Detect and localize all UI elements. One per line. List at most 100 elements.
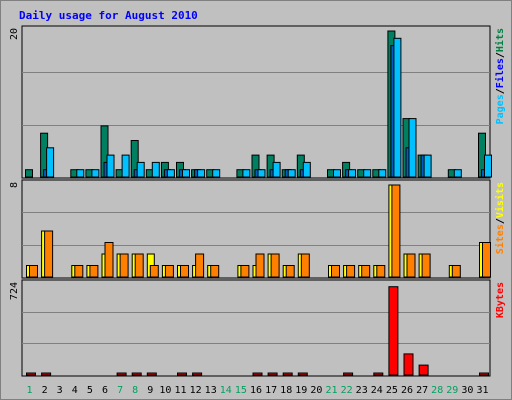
x-tick-label: 18 bbox=[280, 385, 292, 396]
panel-kbytes: 724 KBytes bbox=[9, 279, 506, 377]
panel-background bbox=[21, 279, 491, 377]
bar-sites-day-27 bbox=[421, 253, 431, 278]
x-tick-label: 21 bbox=[325, 385, 337, 396]
x-tick-label: 28 bbox=[431, 385, 443, 396]
bar-sites-day-5 bbox=[89, 265, 99, 278]
bar-pages-day-13 bbox=[212, 169, 221, 178]
panel-legend: Sites/Visits bbox=[494, 182, 506, 254]
bar-kbytes-day-26 bbox=[403, 353, 414, 376]
bar-pages-day-2 bbox=[46, 147, 55, 178]
bar-pages-day-26 bbox=[408, 118, 417, 178]
bar-pages-day-11 bbox=[182, 169, 190, 178]
bar-hits-day-1 bbox=[25, 169, 33, 178]
legend-entry: / bbox=[495, 88, 506, 94]
legend-entry: / bbox=[495, 52, 506, 58]
bar-pages-day-15 bbox=[242, 169, 251, 178]
bar-kbytes-day-2 bbox=[41, 372, 52, 376]
x-axis: 1 2 3 4 5 6 7 8 9 10 11 12 13 14 15 16 17 18 19 20 21 22 23 24 2… bbox=[26, 385, 488, 396]
bar-sites-day-13 bbox=[210, 265, 220, 278]
bar-pages-day-7 bbox=[121, 154, 130, 178]
bar-sites-day-1 bbox=[29, 265, 38, 278]
x-tick-label: 16 bbox=[250, 385, 262, 396]
bar-sites-day-16 bbox=[255, 253, 265, 278]
bar-sites-day-19 bbox=[300, 253, 310, 278]
bar-kbytes-day-31 bbox=[479, 372, 489, 376]
bar-kbytes-day-19 bbox=[297, 372, 308, 376]
bar-sites-day-26 bbox=[406, 253, 416, 278]
legend-entry: KBytes bbox=[495, 282, 506, 318]
x-tick-label: 10 bbox=[159, 385, 171, 396]
panel-visits-sites: 8 Sites/Visits bbox=[9, 179, 506, 279]
bar-kbytes-day-27 bbox=[418, 364, 429, 376]
bar-kbytes-day-1 bbox=[26, 372, 36, 376]
bar-sites-day-15 bbox=[240, 265, 250, 278]
legend-entry: Sites bbox=[494, 224, 506, 254]
x-tick-label: 14 bbox=[220, 385, 232, 396]
legend-entry: / bbox=[495, 218, 506, 224]
chart-title: Daily usage for August 2010 bbox=[19, 9, 198, 22]
panel-legend: Pages/Files/Hits bbox=[494, 28, 506, 124]
bar-sites-day-31 bbox=[482, 242, 491, 278]
x-tick-label: 3 bbox=[57, 385, 63, 396]
bar-pages-day-19 bbox=[302, 161, 311, 178]
x-tick-label: 4 bbox=[72, 385, 78, 396]
bar-pages-day-6 bbox=[106, 154, 115, 178]
bar-sites-day-17 bbox=[270, 253, 280, 278]
x-tick-label: 6 bbox=[102, 385, 108, 396]
bar-pages-day-24 bbox=[378, 169, 387, 178]
bar-sites-day-29 bbox=[451, 265, 461, 278]
bar-pages-day-9 bbox=[151, 161, 160, 178]
bar-pages-day-5 bbox=[91, 169, 100, 178]
x-tick-label: 2 bbox=[42, 385, 48, 396]
bar-kbytes-day-8 bbox=[131, 372, 142, 376]
x-tick-label: 31 bbox=[476, 385, 488, 396]
bar-pages-day-31 bbox=[484, 154, 492, 178]
x-tick-label: 15 bbox=[235, 385, 247, 396]
bar-pages-day-27 bbox=[423, 154, 432, 178]
bar-pages-day-22 bbox=[348, 169, 357, 178]
bar-pages-day-25 bbox=[393, 37, 402, 178]
x-tick-label: 19 bbox=[295, 385, 307, 396]
bar-pages-day-18 bbox=[287, 169, 296, 178]
bar-kbytes-day-9 bbox=[146, 372, 157, 376]
x-tick-label: 8 bbox=[132, 385, 138, 396]
bar-kbytes-day-24 bbox=[373, 372, 384, 376]
bar-pages-day-29 bbox=[453, 169, 462, 178]
bar-sites-day-21 bbox=[331, 265, 340, 278]
x-tick-label: 20 bbox=[310, 385, 322, 396]
panel-legend: KBytes bbox=[495, 282, 506, 318]
legend-entry: Files bbox=[494, 58, 506, 88]
bar-pages-day-4 bbox=[76, 169, 85, 178]
bar-sites-day-18 bbox=[285, 265, 295, 278]
bar-kbytes-day-7 bbox=[116, 372, 127, 376]
y-max-label: 8 bbox=[9, 182, 20, 188]
x-tick-label: 12 bbox=[190, 385, 202, 396]
bar-sites-day-10 bbox=[164, 265, 174, 278]
x-tick-label: 29 bbox=[446, 385, 458, 396]
bar-sites-day-9 bbox=[149, 265, 159, 278]
bar-pages-day-10 bbox=[166, 169, 175, 178]
x-tick-label: 27 bbox=[416, 385, 428, 396]
bar-sites-day-8 bbox=[134, 253, 144, 278]
x-tick-label: 9 bbox=[147, 385, 153, 396]
bar-kbytes-day-22 bbox=[343, 372, 354, 376]
legend-entry: Visits bbox=[494, 182, 506, 218]
bar-pages-day-17 bbox=[272, 161, 281, 178]
bar-sites-day-22 bbox=[346, 265, 356, 278]
bar-pages-day-12 bbox=[197, 169, 206, 178]
bar-sites-day-11 bbox=[180, 265, 189, 278]
bar-sites-day-23 bbox=[361, 265, 371, 278]
bar-pages-day-8 bbox=[136, 161, 145, 178]
bar-pages-day-16 bbox=[257, 169, 266, 178]
x-tick-label: 25 bbox=[386, 385, 398, 396]
bar-kbytes-day-12 bbox=[192, 372, 203, 376]
bar-kbytes-day-11 bbox=[177, 372, 187, 376]
bar-sites-day-6 bbox=[104, 242, 114, 278]
x-tick-label: 7 bbox=[117, 385, 123, 396]
bar-sites-day-7 bbox=[119, 253, 129, 278]
bar-pages-day-23 bbox=[363, 169, 372, 178]
x-tick-label: 17 bbox=[265, 385, 277, 396]
